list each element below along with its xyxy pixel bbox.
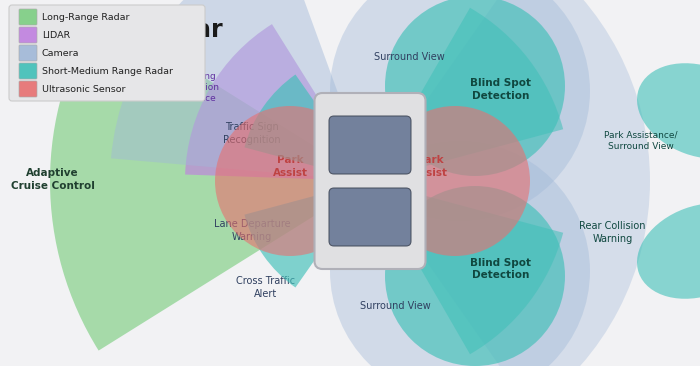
FancyBboxPatch shape	[314, 93, 426, 269]
Ellipse shape	[637, 203, 700, 299]
Text: Cross Traffic
Alert: Cross Traffic Alert	[237, 276, 295, 299]
FancyBboxPatch shape	[19, 45, 37, 61]
Text: Rear Collision
Warning: Rear Collision Warning	[580, 221, 645, 244]
Text: Park Assistance/
Surround View: Park Assistance/ Surround View	[603, 131, 678, 151]
Wedge shape	[244, 75, 370, 181]
Text: Surround View: Surround View	[360, 300, 431, 311]
Text: Self-Driving Car: Self-Driving Car	[12, 18, 223, 42]
FancyBboxPatch shape	[329, 116, 411, 174]
Text: Emergency Braking
Pedestrian Detection
Collision Avoidance: Emergency Braking Pedestrian Detection C…	[124, 72, 219, 104]
Text: Traffic Sign
Recognition: Traffic Sign Recognition	[223, 122, 281, 145]
Wedge shape	[244, 181, 370, 287]
Circle shape	[380, 106, 530, 256]
Wedge shape	[370, 181, 564, 354]
Circle shape	[385, 0, 565, 176]
FancyBboxPatch shape	[19, 9, 37, 25]
Text: Blind Spot
Detection: Blind Spot Detection	[470, 258, 531, 280]
Text: Surround View: Surround View	[374, 52, 445, 62]
Circle shape	[330, 0, 590, 221]
Text: LIDAR: LIDAR	[42, 30, 70, 40]
Text: Park
Assist: Park Assist	[413, 155, 448, 178]
FancyBboxPatch shape	[9, 5, 205, 101]
Circle shape	[385, 186, 565, 366]
FancyBboxPatch shape	[19, 63, 37, 79]
Text: Long-Range Radar: Long-Range Radar	[42, 12, 130, 22]
Circle shape	[330, 141, 590, 366]
Text: Blind Spot
Detection: Blind Spot Detection	[470, 78, 531, 101]
Text: Camera: Camera	[42, 49, 80, 57]
Text: Park
Assist: Park Assist	[273, 155, 308, 178]
Wedge shape	[370, 0, 650, 366]
FancyBboxPatch shape	[19, 27, 37, 43]
Text: Short-Medium Range Radar: Short-Medium Range Radar	[42, 67, 173, 75]
Circle shape	[215, 106, 365, 256]
Text: Ultrasonic Sensor: Ultrasonic Sensor	[42, 85, 125, 93]
Wedge shape	[185, 24, 370, 181]
Text: Adaptive
Cruise Control: Adaptive Cruise Control	[10, 168, 94, 191]
FancyBboxPatch shape	[329, 188, 411, 246]
Wedge shape	[370, 8, 564, 181]
FancyBboxPatch shape	[19, 81, 37, 97]
Wedge shape	[111, 0, 370, 181]
Ellipse shape	[637, 63, 700, 159]
Text: Lane Departure
Warning: Lane Departure Warning	[214, 219, 290, 242]
Wedge shape	[50, 11, 370, 351]
